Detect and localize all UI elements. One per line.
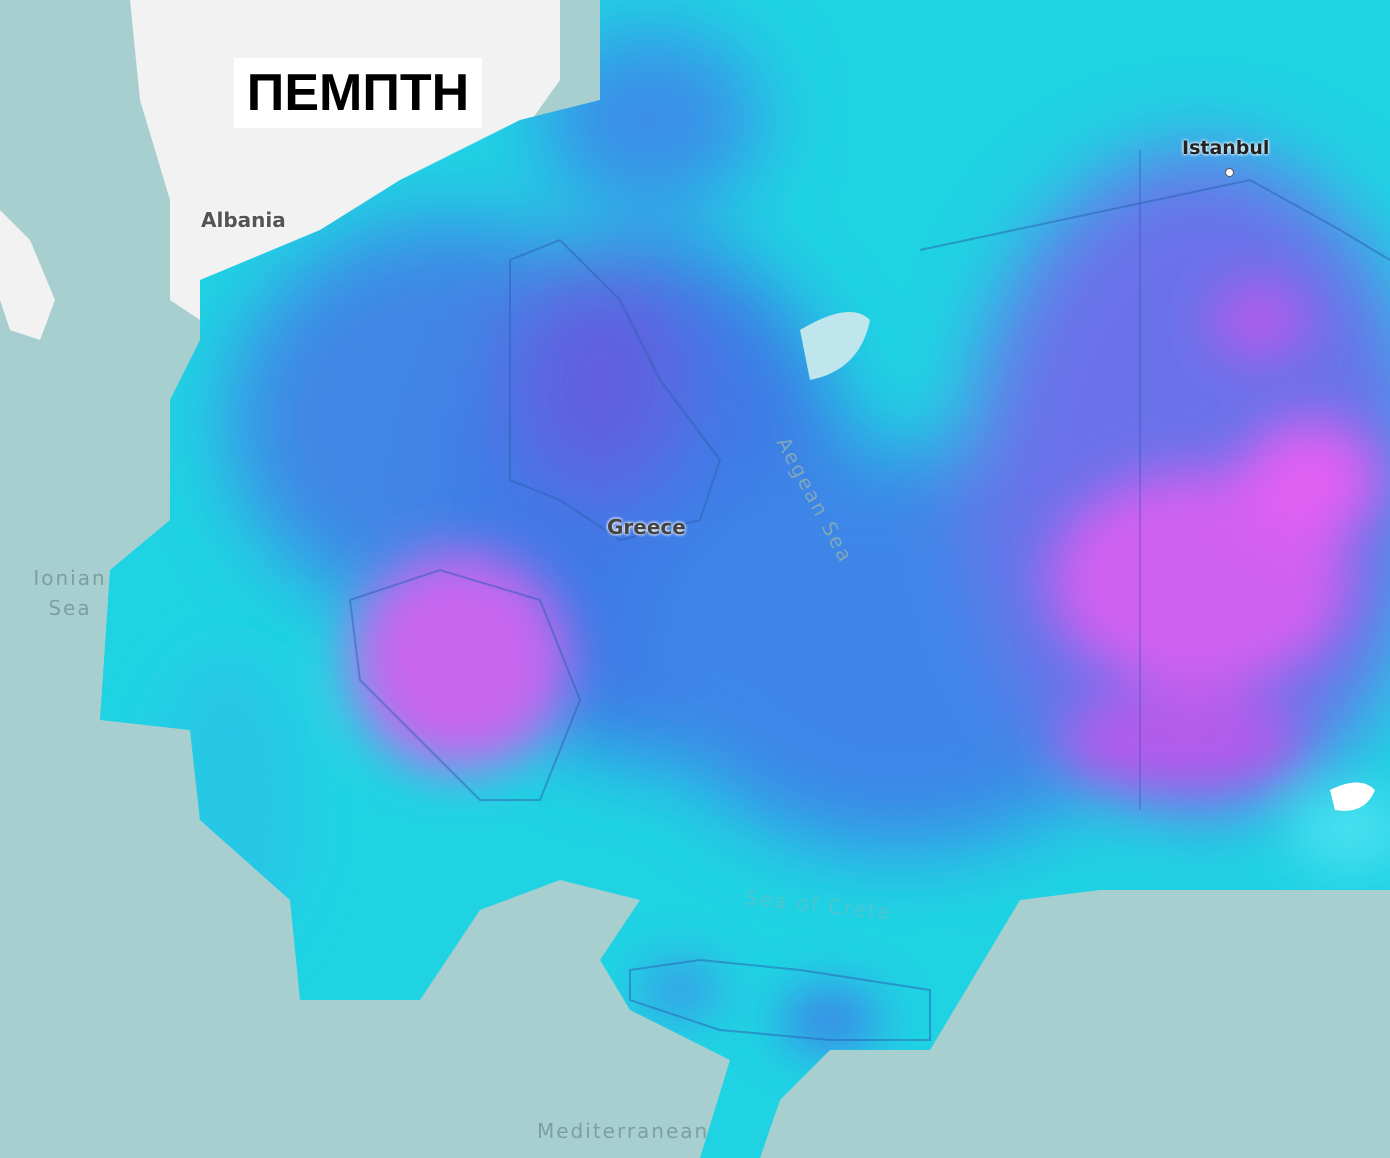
label-albania: Albania <box>201 208 286 232</box>
label-istanbul: Istanbul <box>1182 137 1270 159</box>
label-greece: Greece <box>607 515 686 539</box>
istanbul-marker-icon <box>1225 168 1234 177</box>
label-ionian-sea: Ionian Sea <box>33 566 107 620</box>
label-mediterranean: Mediterranean <box>537 1119 710 1143</box>
day-title: ΠΕΜΠΤΗ <box>234 58 482 128</box>
